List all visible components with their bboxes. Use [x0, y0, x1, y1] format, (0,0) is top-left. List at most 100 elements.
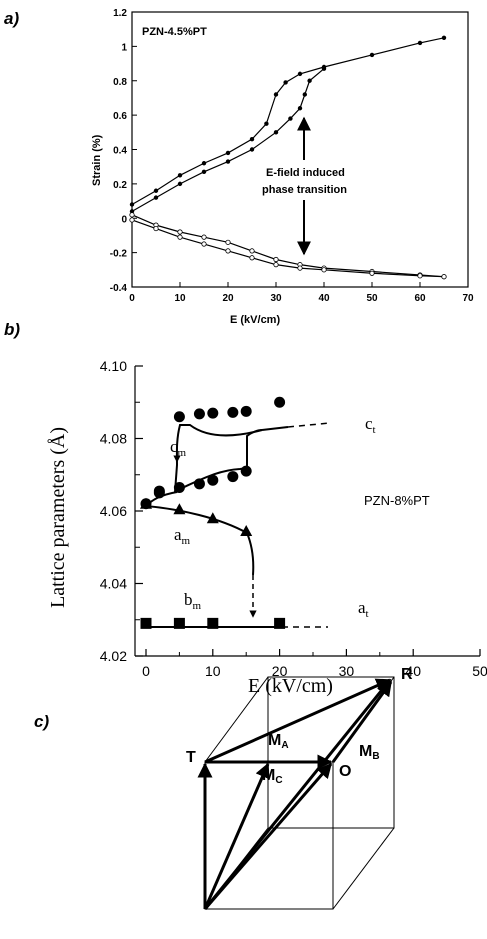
cm-upper-branch	[261, 426, 289, 431]
x-tick-label-b: 20	[272, 663, 288, 679]
series-line-a-3	[131, 219, 445, 278]
label-cm: cm	[170, 437, 187, 459]
y-tick-label-a: 0.8	[113, 77, 127, 88]
data-point-a	[225, 159, 231, 164]
x-tick-label-a: 0	[129, 293, 135, 304]
vertex-O-label: O	[339, 763, 351, 780]
data-point-a	[297, 106, 303, 111]
x-tick-label-a: 70	[462, 293, 474, 304]
vector-MC-label: MC	[262, 767, 283, 786]
data-point-a	[441, 35, 447, 40]
data-point-cm	[207, 407, 219, 419]
x-axis-label-b: E (kV/cm)	[248, 675, 333, 697]
panel-b-label: b)	[4, 320, 20, 339]
series-line-a-1	[131, 68, 325, 212]
y-tick-label-a: -0.2	[110, 249, 128, 260]
data-point-am	[140, 497, 152, 509]
data-point-a	[177, 173, 183, 178]
panel-c-label: c)	[34, 712, 49, 731]
data-point-a	[129, 217, 135, 223]
y-tick-label-a: 0.2	[113, 180, 127, 191]
data-point-a	[177, 229, 183, 235]
data-point-a	[201, 234, 207, 240]
vector-R	[203, 678, 392, 910]
data-point-a	[297, 265, 303, 271]
y-tick-label-a: 0.4	[113, 146, 127, 157]
data-point-a	[321, 267, 327, 273]
data-point-a	[307, 78, 312, 83]
data-point-a	[441, 274, 447, 280]
x-tick-label-b: 50	[472, 663, 487, 679]
vector-MB-label: MB	[359, 743, 380, 762]
data-point-a	[225, 150, 231, 156]
data-point-a	[129, 212, 135, 218]
series-line-a-2	[131, 214, 445, 278]
data-point-a	[369, 52, 375, 58]
y-axis-label-b: Lattice parameters (Å)	[47, 427, 69, 608]
y-tick-label-b: 4.02	[100, 648, 127, 664]
data-point-a	[273, 130, 279, 135]
data-point-a	[153, 195, 159, 200]
y-tick-label-a: 0.6	[113, 111, 127, 122]
vector-MC	[203, 762, 270, 910]
x-tick-label-a: 60	[414, 293, 426, 304]
x-tick-label-b: 40	[405, 663, 421, 679]
sample-label-b: PZN-8%PT	[364, 493, 430, 508]
cm-up-sweep	[176, 429, 263, 493]
cube-edge-3	[332, 827, 395, 910]
data-point-a	[249, 136, 255, 142]
label-ct: ct	[365, 414, 376, 436]
transition-label-line2: phase transition	[262, 184, 347, 196]
data-point-a	[369, 270, 375, 276]
y-tick-label-a: 1.2	[113, 8, 127, 19]
x-tick-label-b: 30	[339, 663, 355, 679]
data-point-am	[240, 524, 253, 536]
data-point-cm	[193, 408, 205, 420]
data-point-cm	[173, 481, 185, 493]
y-tick-label-b: 4.08	[100, 431, 127, 447]
data-point-a	[321, 66, 327, 71]
tick-group-b: 0 10 20 30 40 50 4.02 4.04 4.06 4.08 4.10	[100, 358, 487, 679]
data-point-cm	[173, 411, 185, 423]
series-line-a-0	[131, 37, 445, 206]
data-point-cm	[227, 406, 239, 418]
data-point-a	[129, 202, 135, 207]
am-curve	[145, 505, 255, 576]
data-point-bm	[274, 617, 286, 629]
x-axis-label-a: E (kV/cm)	[230, 314, 280, 326]
data-point-a	[225, 239, 231, 245]
vertex-T-label: T	[186, 749, 196, 766]
data-point-cm	[240, 405, 252, 417]
sample-label-a: PZN-4.5%PT	[142, 26, 207, 38]
data-point-a	[153, 225, 159, 232]
data-point-a	[273, 256, 279, 263]
edge-T-R	[204, 678, 392, 764]
data-point-a	[417, 273, 423, 279]
y-tick-label-b: 4.04	[100, 576, 127, 592]
x-tick-label-b: 0	[142, 663, 150, 679]
data-point-a	[201, 241, 207, 247]
edge-O-R	[331, 680, 393, 763]
data-point-a	[302, 92, 307, 97]
data-point-a	[153, 188, 159, 193]
data-point-am	[173, 503, 186, 515]
data-point-cm	[240, 465, 252, 477]
y-tick-label-a: -0.4	[110, 283, 128, 294]
data-point-a	[249, 255, 255, 261]
strain-chart: 0 10 20 30 40 50 60 70 -0.4 -0.2 0 0.2 0.4 0.6 0.8 1 1.2…	[91, 8, 474, 326]
x-tick-label-a: 40	[318, 293, 330, 304]
label-at: at	[358, 598, 369, 620]
data-point-cm	[153, 487, 165, 499]
transition-label-line1: E-field induced	[266, 167, 345, 179]
data-point-a	[249, 147, 255, 152]
vertex-R-label: R	[401, 666, 413, 683]
panel-a-label: a)	[4, 9, 19, 28]
x-tick-label-a: 30	[270, 293, 282, 304]
x-tick-label-a: 10	[174, 293, 186, 304]
data-point-a	[288, 116, 293, 121]
data-point-a	[177, 181, 183, 187]
data-point-a	[273, 92, 279, 97]
y-tick-label-b: 4.10	[100, 358, 127, 374]
data-point-a	[264, 121, 269, 126]
